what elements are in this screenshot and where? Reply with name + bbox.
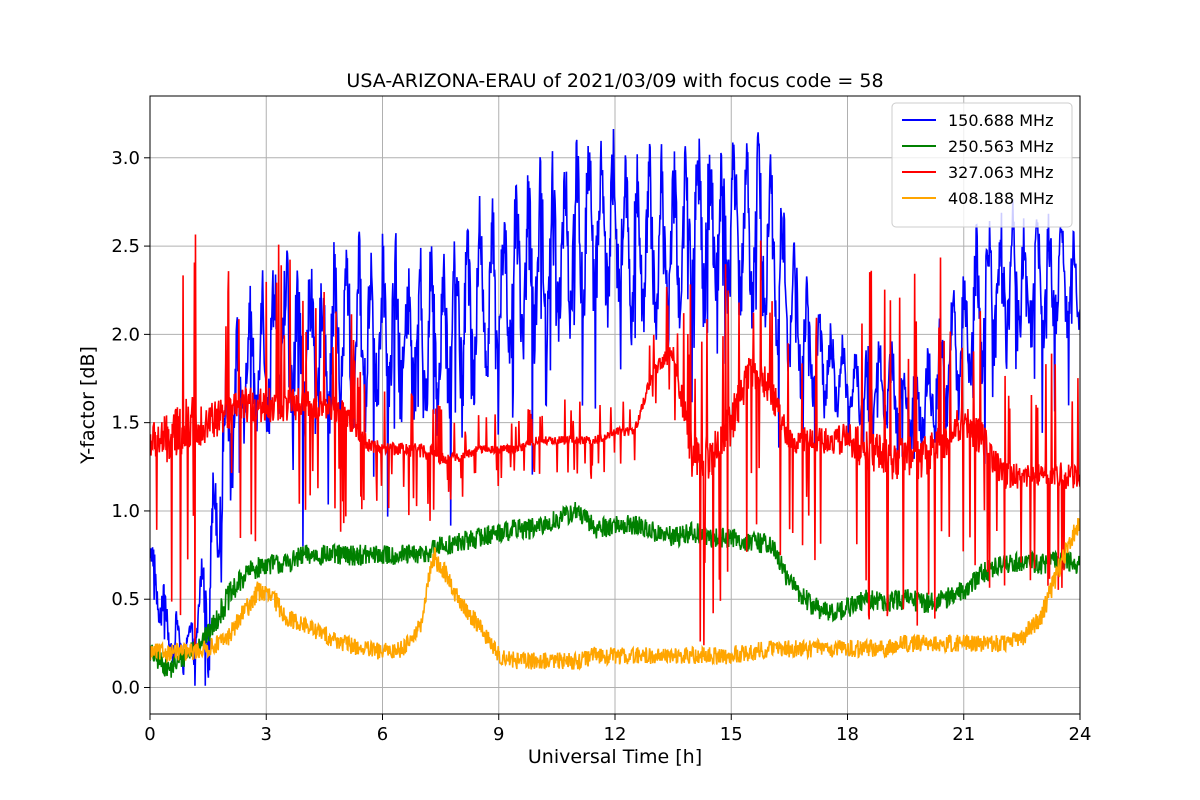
series-line-2 bbox=[150, 501, 1080, 678]
y-axis-ticks: 0.0 0.5 1.0 1.5 2.0 2.5 3.0 bbox=[111, 148, 150, 699]
x-tick-label: 21 bbox=[952, 724, 975, 745]
x-tick-label: 15 bbox=[720, 724, 743, 745]
legend-box bbox=[891, 102, 1073, 228]
x-tick-label: 0 bbox=[144, 724, 155, 745]
x-axis-label: Universal Time [h] bbox=[528, 746, 702, 768]
y-tick-label: 1.5 bbox=[111, 413, 140, 434]
y-tick-label: 2.5 bbox=[111, 236, 140, 257]
chart-title: USA-ARIZONA-ERAU of 2021/03/09 with focu… bbox=[346, 70, 883, 92]
x-tick-label: 24 bbox=[1069, 724, 1092, 745]
y-tick-label: 0.0 bbox=[111, 678, 140, 699]
x-tick-label: 6 bbox=[377, 724, 388, 745]
y-axis-label: Y-factor [dB] bbox=[77, 346, 99, 465]
y-tick-label: 3.0 bbox=[111, 148, 140, 169]
x-tick-label: 3 bbox=[261, 724, 272, 745]
x-axis-ticks: 0 3 6 9 12 15 18 21 24 bbox=[144, 714, 1091, 745]
legend-label: 250.563 MHz bbox=[948, 137, 1053, 156]
legend-label: 408.188 MHz bbox=[948, 189, 1053, 208]
series-lines bbox=[150, 128, 1080, 686]
series-line-4 bbox=[150, 517, 1080, 671]
x-tick-label: 9 bbox=[493, 724, 504, 745]
y-tick-label: 0.5 bbox=[111, 589, 140, 610]
y-tick-label: 1.0 bbox=[111, 501, 140, 522]
legend-label: 150.688 MHz bbox=[948, 111, 1053, 130]
legend-label: 327.063 MHz bbox=[948, 163, 1053, 182]
x-tick-label: 12 bbox=[604, 724, 627, 745]
legend: 150.688 MHz 250.563 MHz 327.063 MHz 408.188… bbox=[891, 102, 1073, 228]
series-line-3 bbox=[150, 234, 1080, 647]
x-tick-label: 18 bbox=[836, 724, 859, 745]
y-tick-label: 2.0 bbox=[111, 324, 140, 345]
